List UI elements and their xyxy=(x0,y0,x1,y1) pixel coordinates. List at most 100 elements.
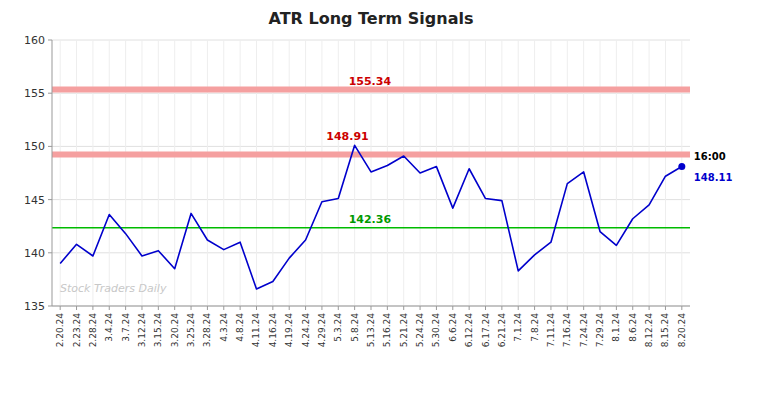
x-tick-label: 6.6.24 xyxy=(448,313,458,342)
last-time-label: 16:00 xyxy=(694,151,726,162)
grid-line xyxy=(289,40,290,306)
grid-line xyxy=(272,40,273,306)
x-tick xyxy=(550,306,551,310)
x-tick xyxy=(583,306,584,310)
x-tick xyxy=(387,306,388,310)
x-tick xyxy=(207,306,208,310)
annotation: 148.91 xyxy=(326,130,368,143)
x-tick xyxy=(534,306,535,310)
x-tick-label: 7.29.24 xyxy=(595,313,605,348)
x-tick-label: 4.19.24 xyxy=(284,313,294,348)
grid-line xyxy=(469,40,470,306)
grid xyxy=(52,40,690,306)
grid-line xyxy=(305,40,306,306)
x-tick-label: 3.20.24 xyxy=(170,313,180,348)
grid-line xyxy=(665,40,666,306)
x-tick xyxy=(518,306,519,310)
grid-line xyxy=(141,40,142,306)
x-tick-label: 3.28.24 xyxy=(202,313,212,348)
grid-line xyxy=(223,40,224,306)
x-tick-label: 4.3.24 xyxy=(219,313,229,342)
x-tick-label: 2.28.24 xyxy=(88,313,98,348)
x-tick-label: 3.15.24 xyxy=(153,313,163,348)
y-tick xyxy=(48,306,52,307)
y-tick-label: 145 xyxy=(24,194,45,207)
y-tick-label: 140 xyxy=(24,247,45,260)
x-tick-label: 5.24.24 xyxy=(415,313,425,348)
x-tick xyxy=(141,306,142,310)
y-tick xyxy=(48,252,52,253)
reference-label: 155.34 xyxy=(349,75,392,88)
x-tick xyxy=(485,306,486,310)
x-tick xyxy=(305,306,306,310)
x-tick xyxy=(436,306,437,310)
grid-line xyxy=(616,40,617,306)
grid-line xyxy=(436,40,437,306)
x-tick xyxy=(354,306,355,310)
x-tick xyxy=(665,306,666,310)
y-tick xyxy=(48,199,52,200)
x-tick-label: 2.20.24 xyxy=(55,313,65,348)
x-tick xyxy=(469,306,470,310)
x-tick-label: 3.4.24 xyxy=(104,313,114,342)
x-tick xyxy=(420,306,421,310)
x-tick-label: 7.11.24 xyxy=(546,313,556,348)
grid-line xyxy=(92,40,93,306)
grid-line xyxy=(207,40,208,306)
x-tick xyxy=(256,306,257,310)
chart: ATR Long Term Signals1351401451501551602… xyxy=(0,0,784,398)
x-tick xyxy=(76,306,77,310)
y-tick xyxy=(48,40,52,41)
y-tick-label: 160 xyxy=(24,34,45,47)
x-tick xyxy=(109,306,110,310)
title: ATR Long Term Signals xyxy=(269,9,474,28)
grid-line xyxy=(76,40,77,306)
grid-line xyxy=(125,40,126,306)
grid-line xyxy=(501,40,502,306)
x-tick xyxy=(616,306,617,310)
y-tick-label: 150 xyxy=(24,140,45,153)
grid-line xyxy=(256,40,257,306)
x-tick xyxy=(60,306,61,310)
grid-line xyxy=(338,40,339,306)
x-tick-label: 5.8.24 xyxy=(350,313,360,342)
last-point xyxy=(678,163,685,170)
x-tick xyxy=(158,306,159,310)
grid-line xyxy=(567,40,568,306)
x-tick xyxy=(174,306,175,310)
x-tick-label: 5.16.24 xyxy=(382,313,392,348)
x-tick xyxy=(92,306,93,310)
grid-line xyxy=(485,40,486,306)
x-tick-label: 5.21.24 xyxy=(399,313,409,348)
x-tick xyxy=(600,306,601,310)
x-tick xyxy=(632,306,633,310)
x-tick-label: 7.1.24 xyxy=(513,313,523,342)
x-tick-label: 8.12.24 xyxy=(644,313,654,348)
x-tick-label: 8.15.24 xyxy=(660,313,670,348)
y-tick-label: 135 xyxy=(24,300,45,313)
x-tick-label: 7.16.24 xyxy=(562,313,572,348)
x-tick xyxy=(125,306,126,310)
x-tick-label: 5.3.24 xyxy=(333,313,343,342)
grid-line xyxy=(649,40,650,306)
x-tick-label: 8.6.24 xyxy=(628,313,638,342)
grid-line xyxy=(321,40,322,306)
grid-line xyxy=(158,40,159,306)
grid-line xyxy=(403,40,404,306)
x-tick xyxy=(289,306,290,310)
grid-line xyxy=(240,40,241,306)
y-tick xyxy=(48,93,52,94)
x-tick-label: 5.13.24 xyxy=(366,313,376,348)
grid-line xyxy=(191,40,192,306)
x-tick xyxy=(338,306,339,310)
x-tick-label: 4.24.24 xyxy=(301,313,311,348)
x-tick-label: 6.12.24 xyxy=(464,313,474,348)
x-tick-label: 3.12.24 xyxy=(137,313,147,348)
x-tick xyxy=(191,306,192,310)
reference-label: 142.36 xyxy=(349,213,392,226)
x-tick-label: 2.23.24 xyxy=(72,313,82,348)
x-tick-label: 6.21.24 xyxy=(497,313,507,348)
x-tick-label: 5.30.24 xyxy=(431,313,441,348)
watermark: Stock Traders Daily xyxy=(60,282,167,295)
x-tick-label: 4.8.24 xyxy=(235,313,245,342)
